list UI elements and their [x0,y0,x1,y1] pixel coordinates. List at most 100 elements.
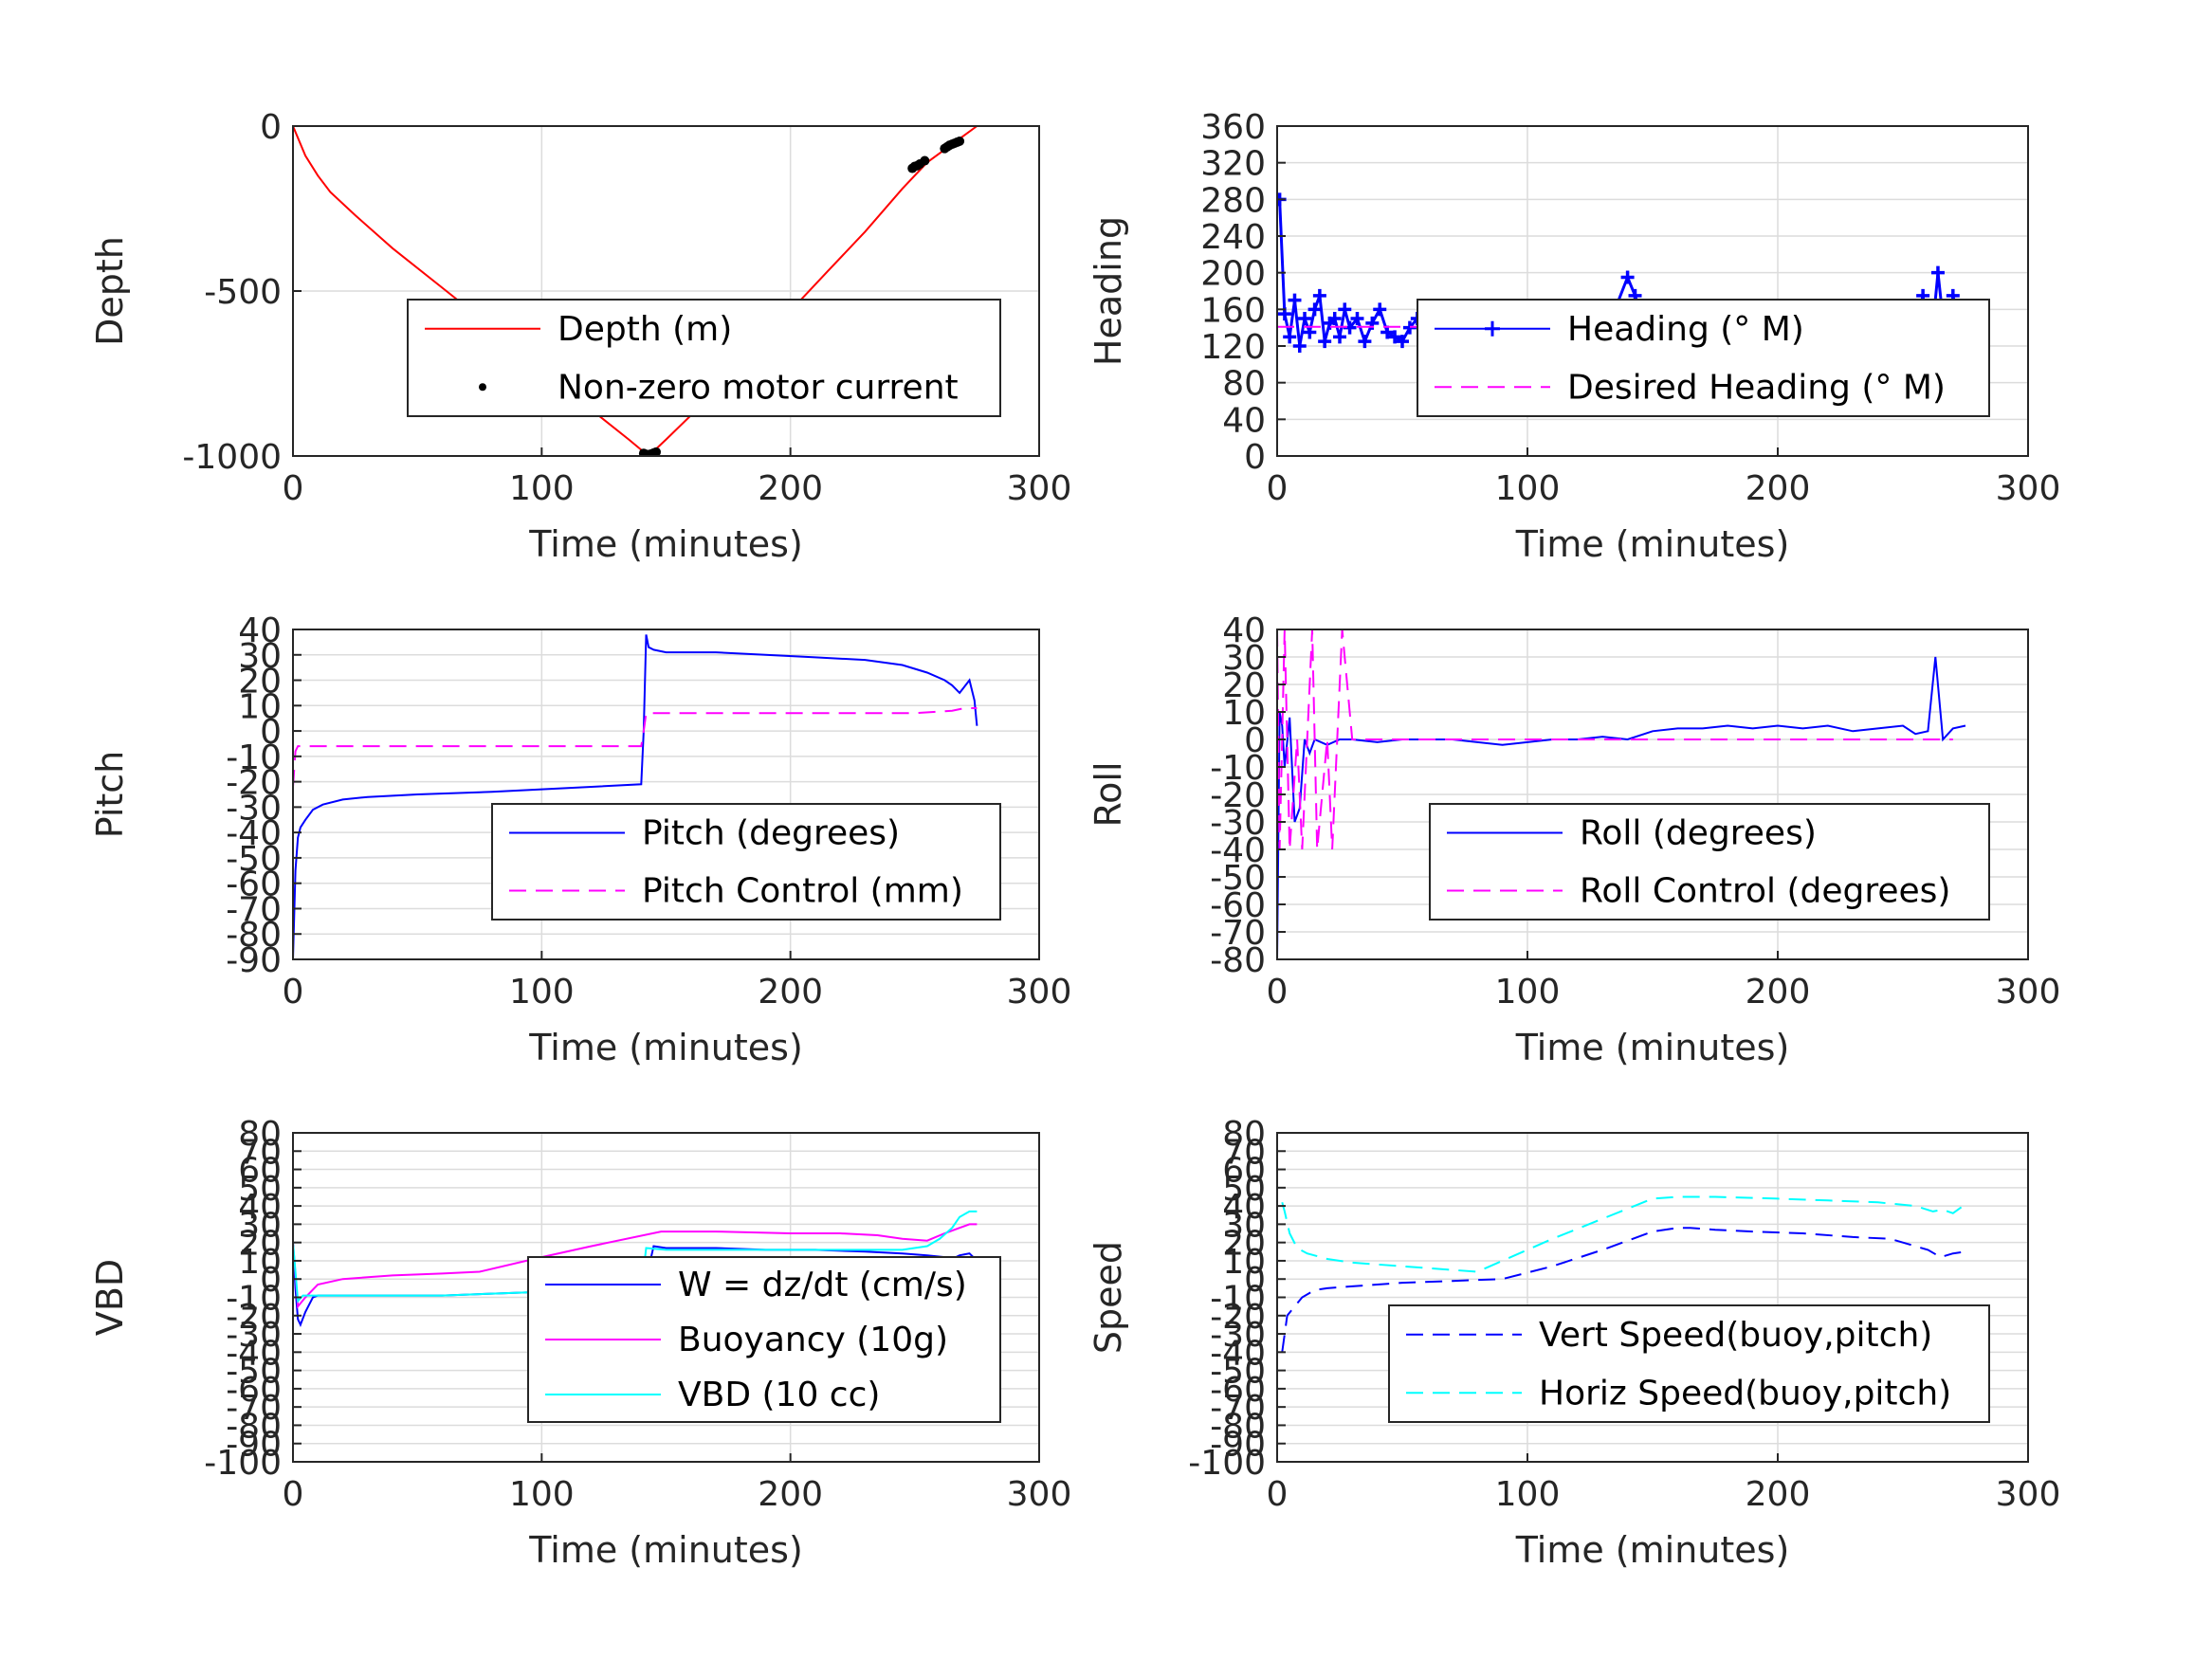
y-tick-label: -80 [226,1407,282,1446]
x-tick-label: 300 [1996,1475,2061,1514]
legend-box [1388,1304,1990,1423]
series-line-1 [293,634,978,959]
series-line-2 [1281,1195,1966,1273]
x-tick-label: 100 [1495,973,1561,1012]
legend-box [407,299,1001,417]
y-tick-label: 10 [1222,694,1266,733]
y-tick-label: 40 [1222,1188,1266,1227]
y-tick-label: 80 [238,1115,282,1154]
y-tick-label: -60 [226,1371,282,1410]
y-tick-label: 50 [1222,1170,1266,1209]
plus-marker [1327,312,1342,325]
y-tick-label: 50 [238,1170,282,1209]
y-tick-label: 160 [1200,291,1266,330]
legend: Pitch (degrees) Pitch Control (mm) [491,803,1001,921]
x-tick-label: 100 [1495,469,1561,508]
legend: Heading (° M) Desired Heading (° M) [1417,299,1990,417]
y-axis-label: Depth [89,236,131,346]
y-tick-label: 0 [260,1261,282,1300]
plus-marker [1388,330,1402,344]
legend-label: Depth (m) [558,310,732,349]
y-tick-label: 120 [1200,328,1266,367]
legend: Vert Speed(buoy,pitch) Horiz Speed(buoy,p… [1388,1304,1990,1423]
x-tick-label: 0 [1267,469,1289,508]
subplot-3: 0 100 200 300403020100-10-20-30-40-50-60-70… [89,611,1071,1068]
plus-marker [1396,335,1409,349]
x-axis-label: Time (minutes) [1515,1027,1790,1068]
x-axis-label: Time (minutes) [528,1027,803,1068]
x-tick-label: 200 [758,469,823,508]
x-axis-label: Time (minutes) [528,523,803,565]
plus-marker [1298,312,1312,325]
x-tick-label: 200 [758,1475,823,1514]
y-tick-label: 70 [238,1133,282,1172]
y-tick-label: 80 [1222,365,1266,404]
subplot-2: 0 100 200 30004080120160200240280320360Time… [1088,108,2060,565]
x-tick-label: 300 [1007,973,1072,1012]
y-tick-label: 10 [1222,1243,1266,1282]
x-tick-label: 0 [283,469,304,508]
y-tick-label: -80 [1210,941,1266,980]
y-tick-label: 30 [238,637,282,676]
x-tick-label: 100 [509,469,575,508]
x-tick-label: 200 [1746,469,1811,508]
y-tick-label: 40 [1222,611,1266,650]
y-tick-label: -50 [226,1353,282,1392]
x-tick-label: 200 [1746,973,1811,1012]
y-tick-label: -40 [1210,1334,1266,1373]
y-tick-label: -70 [226,890,282,929]
y-tick-label: 20 [238,663,282,702]
legend: Depth (m) Non-zero motor current [407,299,1001,417]
legend-marker [1485,320,1500,337]
legend: Roll (degrees) Roll Control (degrees) [1429,803,1990,921]
y-tick-label: -50 [1210,859,1266,898]
plus-marker [1620,270,1635,284]
legend-label: W = dz/dt (cm/s) [678,1266,967,1304]
y-tick-label: -20 [226,1298,282,1337]
x-tick-label: 0 [1267,1475,1289,1514]
plus-marker [1288,293,1302,307]
data-point [920,155,930,166]
y-tick-label: -1000 [182,438,282,477]
plot-area [1281,1195,1966,1353]
y-tick-label: 200 [1200,255,1266,294]
y-tick-label: 70 [1222,1133,1266,1172]
legend-label: Roll (degrees) [1580,814,1817,853]
y-tick-label: -90 [1210,1426,1266,1465]
plus-marker [1930,265,1945,280]
y-tick-label: 30 [238,1206,282,1245]
legend-label: VBD (10 cc) [678,1376,880,1414]
legend-label: Vert Speed(buoy,pitch) [1539,1316,1932,1355]
y-tick-label: -40 [226,814,282,853]
y-tick-label: -90 [226,941,282,980]
legend-label: Heading (° M) [1567,310,1804,349]
x-axis-label: Time (minutes) [1515,1529,1790,1571]
legend-marker [479,383,486,392]
y-tick-label: -30 [1210,804,1266,843]
y-tick-label: -60 [1210,1371,1266,1410]
y-tick-label: 0 [1244,438,1266,477]
legend-label: Non-zero motor current [558,368,959,407]
plus-marker [1307,302,1322,317]
y-tick-label: -60 [1210,886,1266,925]
plus-marker [1358,335,1372,349]
series-line-2 [293,1223,978,1309]
subplot-6: 0 100 200 30080706050403020100-10-20-30-40-… [1088,1115,2060,1571]
plus-marker [1318,335,1332,349]
y-tick-label: 60 [238,1152,282,1191]
y-tick-label: -90 [226,1426,282,1465]
x-tick-label: 100 [1495,1475,1561,1514]
y-tick-label: 60 [1222,1152,1266,1191]
x-axis-label: Time (minutes) [528,1529,803,1571]
y-tick-label: 30 [1222,639,1266,678]
series-line-3 [293,1210,978,1304]
plus-marker [1333,330,1346,344]
legend-label: Buoyancy (10g) [678,1321,948,1359]
legend-label: Horiz Speed(buoy,pitch) [1539,1374,1951,1413]
plus-marker [1338,302,1352,317]
y-tick-label: 40 [238,1188,282,1227]
y-tick-label: -30 [226,789,282,828]
legend-label: Desired Heading (° M) [1567,368,1946,407]
y-tick-label: -70 [1210,914,1266,953]
